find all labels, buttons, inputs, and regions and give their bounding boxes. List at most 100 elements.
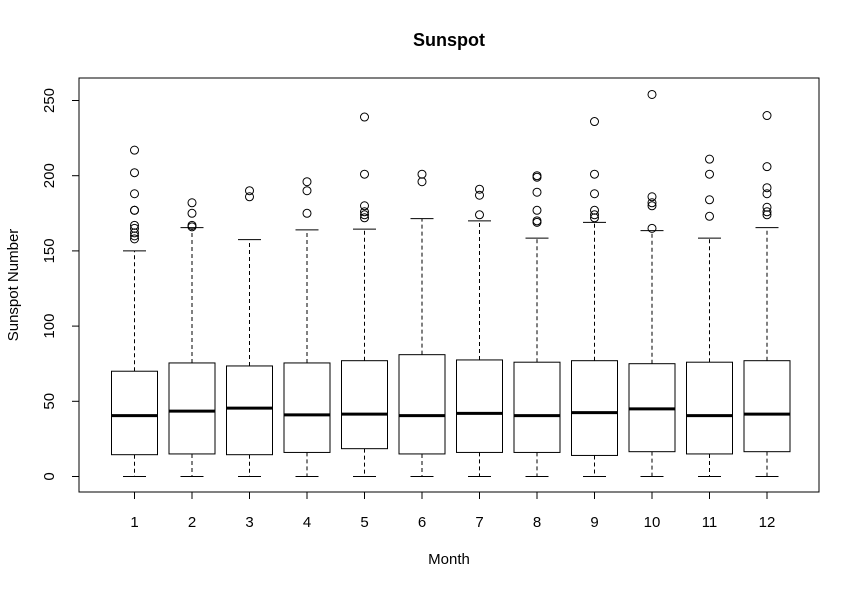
iqr-box (456, 359, 503, 453)
outlier-point (475, 190, 484, 200)
chart-title: Sunspot (413, 30, 485, 50)
outlier-point (360, 112, 369, 122)
outlier-point (130, 145, 139, 155)
iqr-box (168, 362, 216, 455)
x-tick-label: 7 (475, 514, 483, 531)
x-tick-label: 5 (360, 514, 368, 531)
iqr-box (398, 354, 446, 455)
outlier-point (417, 177, 427, 187)
iqr-box (513, 361, 561, 453)
box-month-12 (743, 111, 791, 477)
box-month-6 (398, 169, 446, 477)
iqr-box (341, 360, 388, 450)
outlier-point (647, 89, 657, 99)
iqr-box (743, 360, 791, 453)
x-tick-label: 10 (644, 514, 661, 531)
outlier-point (647, 198, 657, 208)
outlier-point (762, 207, 772, 217)
iqr-box (686, 361, 733, 455)
outlier-point (705, 154, 714, 164)
x-tick-label: 4 (303, 514, 311, 531)
y-tick-label: 200 (41, 163, 58, 188)
y-tick-label: 50 (41, 393, 58, 410)
x-tick-label: 3 (245, 514, 253, 531)
outlier-point (360, 201, 369, 211)
iqr-box (571, 360, 618, 456)
outlier-point (762, 183, 772, 193)
outlier-point (762, 162, 772, 172)
outlier-point (360, 169, 369, 179)
outlier-point (532, 187, 542, 197)
x-tick-label: 1 (130, 514, 138, 531)
boxes (111, 89, 791, 477)
x-axis-label: Month (428, 551, 470, 568)
box-month-10 (628, 89, 676, 477)
outlier-point (475, 184, 484, 194)
outlier-point (360, 210, 369, 220)
outlier-point (590, 117, 599, 127)
y-axis: 0 50 100 150 200 250 (41, 88, 80, 481)
box-month-9 (571, 117, 618, 477)
x-axis: 1 2 3 4 5 6 7 8 9 10 11 12 (130, 491, 776, 531)
outlier-point (130, 228, 139, 238)
outlier-point (187, 198, 197, 208)
box-month-5 (341, 112, 388, 477)
outlier-point (302, 186, 312, 196)
box-month-8 (513, 171, 561, 477)
x-tick-label: 11 (702, 514, 718, 531)
box-month-2 (168, 198, 216, 477)
outlier-point (647, 192, 657, 202)
outlier-point (245, 192, 254, 202)
outlier-point (762, 202, 772, 212)
outlier-point (417, 169, 427, 179)
outlier-point (647, 223, 657, 233)
x-tick-label: 8 (533, 514, 541, 531)
y-tick-label: 0 (41, 472, 58, 480)
box-month-7 (456, 184, 503, 477)
outlier-point (590, 205, 599, 215)
outlier-point (590, 210, 599, 220)
box-month-1 (111, 145, 158, 477)
iqr-box (111, 370, 158, 456)
outlier-point (762, 189, 772, 199)
outlier-point (130, 168, 139, 178)
x-tick-label: 9 (590, 514, 598, 531)
y-tick-label: 100 (41, 314, 58, 339)
outlier-point (532, 172, 542, 182)
outlier-point (302, 177, 312, 187)
outlier-point (762, 111, 772, 121)
box-month-11 (686, 154, 733, 477)
outlier-point (302, 208, 312, 218)
box-month-3 (226, 186, 273, 477)
outlier-point (187, 222, 197, 232)
outlier-point (130, 231, 139, 241)
outlier-point (705, 169, 714, 179)
y-axis-label: Sunspot Number (5, 229, 22, 342)
x-tick-label: 6 (418, 514, 426, 531)
outlier-point (647, 201, 657, 211)
outlier-point (130, 205, 139, 215)
box-month-4 (283, 177, 331, 477)
iqr-box (283, 362, 331, 453)
y-tick-label: 250 (41, 88, 58, 113)
outlier-point (532, 205, 542, 215)
outlier-point (705, 195, 714, 205)
outlier-point (705, 211, 714, 221)
outlier-point (762, 210, 772, 220)
x-tick-label: 2 (188, 514, 196, 531)
outlier-point (360, 213, 369, 223)
iqr-box (226, 365, 273, 456)
outlier-point (590, 213, 599, 223)
outlier-point (130, 234, 139, 244)
outlier-point (590, 169, 599, 179)
outlier-point (475, 210, 484, 220)
y-tick-label: 150 (41, 238, 58, 263)
outlier-point (590, 189, 599, 199)
outlier-point (130, 189, 139, 199)
outlier-point (532, 217, 542, 227)
outlier-point (245, 186, 254, 196)
outlier-point (360, 207, 369, 217)
x-tick-label: 12 (759, 514, 776, 531)
outlier-point (187, 208, 197, 218)
